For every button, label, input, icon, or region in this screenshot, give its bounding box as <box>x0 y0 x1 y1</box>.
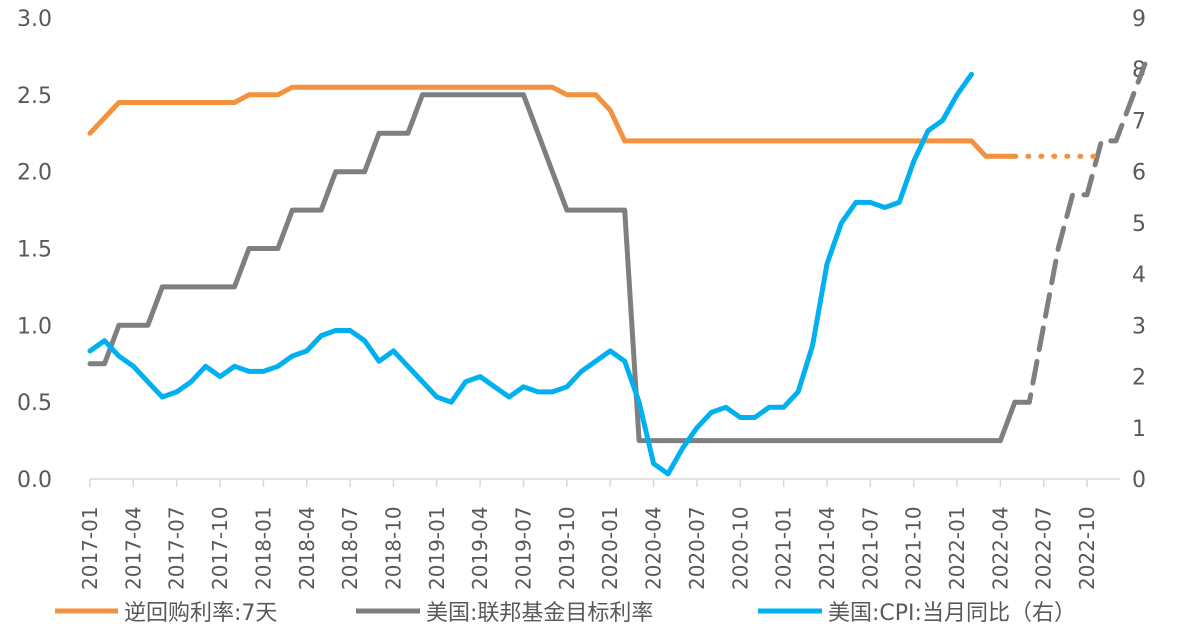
left-tick-label: 0.0 <box>17 468 52 493</box>
left-tick-label: 2.5 <box>17 84 52 109</box>
x-tick-label: 2022-10 <box>1075 506 1099 590</box>
x-tick-label: 2020-10 <box>728 506 752 590</box>
right-tick-label: 0 <box>1132 468 1146 493</box>
left-tick-label: 3.0 <box>17 7 52 32</box>
series-layer <box>87 61 1148 477</box>
x-tick-label: 2022-01 <box>945 506 969 590</box>
x-tick-label: 2021-01 <box>772 506 796 590</box>
right-tick-label: 4 <box>1132 263 1146 288</box>
x-tick-label: 2019-01 <box>425 506 449 590</box>
x-tick-label: 2020-04 <box>642 506 666 590</box>
x-tick-label: 2018-01 <box>251 506 275 590</box>
right-tick-label: 9 <box>1132 7 1146 32</box>
x-tick-label: 2017-10 <box>208 506 232 590</box>
legend-label-fed-funds: 美国:联邦基金目标利率 <box>426 601 653 626</box>
series-line-fed-funds <box>87 92 1018 444</box>
x-tick-label: 2020-01 <box>598 506 622 590</box>
x-tick-label: 2017-01 <box>78 506 102 590</box>
x-tick-label: 2022-04 <box>988 506 1012 590</box>
x-tick-label: 2019-07 <box>512 506 536 590</box>
x-tick-label: 2022-07 <box>1032 506 1056 590</box>
x-tick-label: 2019-10 <box>555 506 579 590</box>
legend: 逆回购利率:7天 美国:联邦基金目标利率 美国:CPI:当月同比（右） <box>55 601 1076 626</box>
right-tick-label: 6 <box>1132 161 1146 186</box>
x-tick-label: 2019-04 <box>468 506 492 590</box>
series-projection-fed-funds <box>1012 61 1148 405</box>
left-tick-label: 0.5 <box>17 391 52 416</box>
x-tick-label: 2017-04 <box>121 506 145 590</box>
left-axis: 3.0 2.5 2.0 1.5 1.0 0.5 0.0 <box>17 7 52 493</box>
right-tick-label: 1 <box>1132 417 1146 442</box>
legend-label-us-cpi: 美国:CPI:当月同比（右） <box>828 601 1076 626</box>
x-tick-label: 2021-04 <box>815 506 839 590</box>
x-tick-label: 2017-07 <box>165 506 189 590</box>
x-tick-label: 2021-07 <box>858 506 882 590</box>
right-tick-label: 3 <box>1132 314 1146 339</box>
x-tick-label: 2018-04 <box>295 506 319 590</box>
x-tick-label: 2021-10 <box>902 506 926 590</box>
right-tick-label: 7 <box>1132 109 1146 134</box>
x-tick-label: 2020-07 <box>685 506 709 590</box>
right-tick-label: 2 <box>1132 366 1146 391</box>
series-line-us-cpi <box>87 71 974 477</box>
left-tick-label: 1.0 <box>17 314 52 339</box>
x-tick-label: 2018-07 <box>338 506 362 590</box>
legend-label-reverse-repo: 逆回购利率:7天 <box>124 601 277 626</box>
series-line-reverse-repo <box>87 84 1018 159</box>
x-tick-label: 2018-10 <box>381 506 405 590</box>
x-axis: 2017-01 2017-04 2017-07 2017-10 2018-01 2018-… <box>78 479 1099 590</box>
left-tick-label: 2.0 <box>17 161 52 186</box>
left-tick-label: 1.5 <box>17 238 52 263</box>
right-tick-label: 5 <box>1132 212 1146 237</box>
